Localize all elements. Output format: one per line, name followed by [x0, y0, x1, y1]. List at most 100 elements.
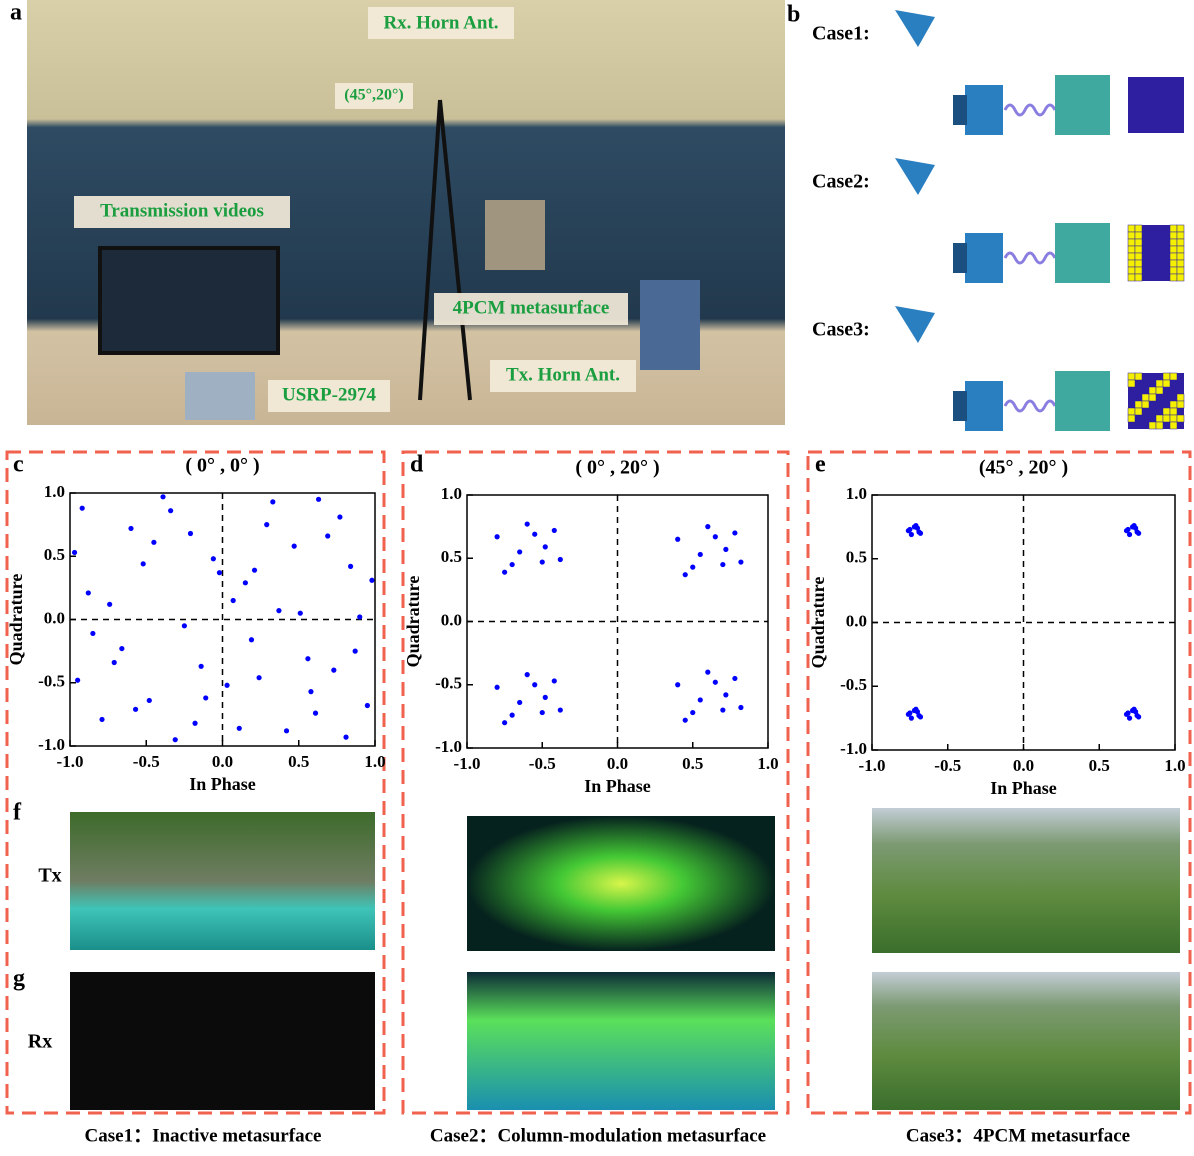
point	[690, 710, 695, 715]
x-tick-label: -0.5	[133, 752, 160, 771]
point	[257, 675, 262, 680]
coding-cell	[1163, 408, 1170, 415]
metasurface-photo	[485, 200, 545, 270]
coding-cell	[1135, 408, 1142, 415]
photo-label: Tx. Horn Ant.	[506, 364, 620, 385]
coding-cell	[1128, 267, 1135, 274]
chart-title: ( 0° , 0° )	[185, 455, 259, 477]
coding-cell	[1170, 253, 1177, 260]
y-tick-label: 1.0	[441, 484, 462, 503]
point	[173, 737, 178, 742]
coding-cell	[1156, 380, 1163, 387]
photo-label: (45°,20°)	[344, 87, 403, 104]
coding-cell	[1163, 415, 1170, 422]
x-axis-label: In Phase	[584, 776, 651, 796]
chart-title: (45° , 20° )	[979, 457, 1068, 479]
point	[151, 540, 156, 545]
caption: Case3：4PCM metasurface	[906, 1125, 1130, 1146]
row-label: Tx	[38, 865, 61, 887]
tx-horn	[965, 233, 1003, 283]
coding-cell	[1170, 239, 1177, 246]
point	[249, 637, 254, 642]
point	[918, 531, 923, 536]
y-tick-label: -1.0	[38, 735, 65, 754]
coding-cell	[1170, 401, 1177, 408]
point	[188, 531, 193, 536]
point	[119, 646, 124, 651]
point	[276, 608, 281, 613]
x-tick-label: 1.0	[364, 752, 385, 771]
y-tick-label: 0.5	[846, 548, 867, 567]
y-tick-label: -0.5	[840, 675, 867, 694]
x-tick-label: 0.0	[1013, 756, 1034, 775]
coding-cell	[1128, 373, 1135, 380]
point	[906, 712, 911, 717]
coding-cell	[1135, 373, 1142, 380]
coding-cell	[1177, 415, 1184, 422]
point	[369, 578, 374, 583]
point	[552, 678, 557, 683]
coding-cell	[1135, 401, 1142, 408]
video-frame	[872, 808, 1180, 953]
caption: Case2：Column-modulation metasurface	[430, 1125, 766, 1146]
coding-cell	[1128, 380, 1135, 387]
x-tick-label: 0.5	[682, 754, 703, 773]
coding-cell	[1177, 394, 1184, 401]
point	[738, 559, 743, 564]
point	[540, 559, 545, 564]
coding-cell	[1177, 253, 1184, 260]
point	[1136, 714, 1141, 719]
point	[141, 561, 146, 566]
point	[720, 562, 725, 567]
point	[313, 711, 318, 716]
point	[192, 721, 197, 726]
chart-title: ( 0° , 20° )	[575, 457, 659, 479]
point	[732, 676, 737, 681]
coding-cell	[1170, 408, 1177, 415]
point	[203, 695, 208, 700]
x-tick-label: 0.0	[607, 754, 628, 773]
point	[540, 710, 545, 715]
coding-pattern	[1128, 77, 1184, 133]
x-tick-label: -1.0	[57, 752, 84, 771]
point	[1131, 523, 1136, 528]
monitor	[100, 248, 278, 353]
coding-cell	[1177, 267, 1184, 274]
point	[738, 705, 743, 710]
point	[723, 547, 728, 552]
point	[305, 656, 310, 661]
case-label: Case2:	[812, 171, 870, 193]
point	[99, 717, 104, 722]
point	[168, 508, 173, 513]
metasurface	[1055, 371, 1110, 431]
point	[558, 557, 563, 562]
point	[698, 552, 703, 557]
point	[264, 522, 269, 527]
coding-cell	[1177, 246, 1184, 253]
tx-horn-feed	[953, 95, 967, 125]
point	[298, 611, 303, 616]
x-axis-label: In Phase	[990, 778, 1057, 798]
coding-cell	[1170, 267, 1177, 274]
y-axis-label: Quadrature	[808, 577, 828, 669]
panel-label: e	[815, 452, 826, 478]
y-tick-label: -0.5	[38, 672, 65, 691]
coding-cell	[1170, 422, 1177, 429]
coding-cell	[1135, 239, 1142, 246]
point	[133, 707, 138, 712]
y-tick-label: 1.0	[44, 482, 65, 501]
coding-cell	[1135, 232, 1142, 239]
x-axis-label: In Phase	[189, 774, 256, 794]
wave	[1005, 253, 1055, 263]
y-tick-label: -1.0	[840, 739, 867, 758]
coding-cell	[1149, 422, 1156, 429]
coding-cell	[1170, 225, 1177, 232]
video-frame	[70, 972, 375, 1110]
point	[543, 695, 548, 700]
coding-cell	[1163, 380, 1170, 387]
coding-cell	[1128, 232, 1135, 239]
point	[525, 672, 530, 677]
x-tick-label: 1.0	[757, 754, 778, 773]
coding-cell	[1170, 232, 1177, 239]
point	[337, 514, 342, 519]
